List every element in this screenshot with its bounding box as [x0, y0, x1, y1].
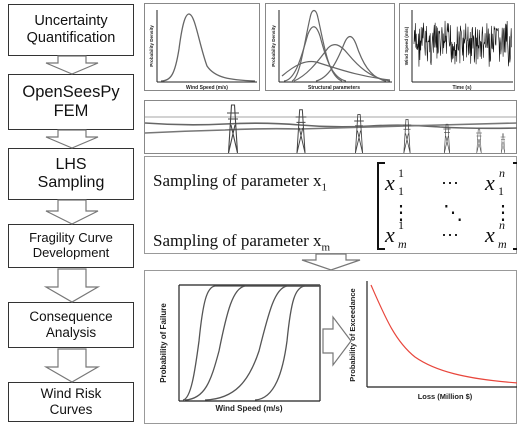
sampling-subscript: m [321, 241, 331, 254]
matrix-entry-x1m: x [384, 222, 395, 247]
sampling-subscript: 1 [321, 181, 328, 194]
matrix-entry-x11: x [384, 170, 395, 195]
matrix-sup: n [499, 166, 505, 180]
structural-pdf-xlabel: Structural parameters [308, 85, 360, 91]
step-label-line2: Sampling [37, 174, 105, 191]
matrix-ddots: ⋱ [443, 202, 463, 224]
down-arrow-icon [45, 199, 99, 225]
matrix-vdots: ⋮ [391, 202, 411, 224]
wind-speed-timeseries-plot: Wind Speed (m/s) Time (s) [399, 3, 515, 91]
down-arrow-icon [43, 268, 101, 303]
right-arrow-icon [322, 315, 352, 367]
transmission-tower-icon [227, 104, 239, 154]
down-arrow-icon [301, 253, 361, 271]
step-label-line1: Wind Risk [40, 386, 102, 402]
sampling-text: Sampling of parameter x [153, 231, 322, 250]
matrix-sup: n [499, 218, 505, 232]
step-fragility-curve-development: Fragility Curve Development [8, 224, 134, 268]
step-label-line2: Quantification [26, 30, 116, 46]
structural-pdf-chart: Probability Density Structural parameter… [271, 9, 392, 91]
transmission-tower-icon [443, 123, 451, 154]
down-arrow-icon [43, 348, 101, 383]
down-arrow-icon [45, 55, 99, 75]
transmission-tower-icon [295, 109, 307, 154]
lhs-sampling-panel: Sampling of parameter x1 Sampling of par… [144, 156, 517, 254]
wind-speed-pdf-plot: Probability Density Wind Speed (m/s) [144, 3, 260, 91]
timeseries-xlabel: Time (s) [452, 85, 471, 91]
step-uncertainty-quantification: Uncertainty Quantification [8, 4, 134, 56]
transmission-tower-icon [476, 128, 482, 154]
step-label-line2: Analysis [45, 325, 97, 340]
wind-pdf-xlabel: Wind Speed (m/s) [186, 85, 228, 91]
structural-pdf-ylabel: Probability Density [271, 25, 276, 67]
step-label-line2: FEM [53, 102, 89, 120]
sample-matrix: x 1 1 ⋯ x n 1 ⋮ ⋱ ⋮ x 1 m ⋯ x n m [377, 162, 517, 251]
fragility-ylabel: Probability of Failure [159, 303, 168, 383]
transmission-tower-icon [354, 114, 364, 154]
matrix-sup: 1 [398, 166, 404, 180]
loss-curve-line [370, 284, 517, 384]
sampling-text: Sampling of parameter x [153, 171, 322, 190]
wind-pdf-ylabel: Probability Density [149, 25, 154, 67]
step-label-line1: Uncertainty [34, 13, 108, 30]
matrix-hdots: ⋯ [441, 225, 459, 245]
timeseries-ylabel: Wind Speed (m/s) [404, 26, 409, 65]
matrix-sup: 1 [398, 218, 404, 232]
step-label-line2: Curves [49, 402, 93, 417]
wind-timeseries-line [413, 20, 512, 67]
matrix-sub: 1 [398, 184, 404, 198]
matrix-hdots: ⋯ [441, 173, 459, 193]
wind-speed-pdf-chart: Probability Density Wind Speed (m/s) [149, 10, 257, 91]
loss-xlabel: Loss (Million $) [418, 392, 473, 401]
fragility-xlabel: Wind Speed (m/s) [215, 404, 282, 413]
matrix-vdots: ⋮ [493, 202, 513, 224]
matrix-sub: m [498, 237, 507, 251]
results-panel: Probability of Failure Wind Speed (m/s) … [144, 270, 517, 424]
step-label-line1: OpenSeesPy [22, 83, 120, 102]
step-lhs-sampling: LHS Sampling [8, 148, 134, 200]
step-label-line1: Consequence [29, 309, 113, 325]
sampling-line-xm: Sampling of parameter xm [153, 231, 330, 253]
transmission-line-model [144, 104, 517, 154]
loss-ylabel: Probability of Exceedance [348, 288, 357, 381]
step-consequence-analysis: Consequence Analysis [8, 302, 134, 348]
transmission-tower-icon [402, 119, 412, 154]
structural-parameters-pdf-plot: Probability Density Structural parameter… [265, 3, 395, 91]
transmission-line-fem-panel [144, 100, 517, 154]
step-wind-risk-curves: Wind Risk Curves [8, 382, 134, 422]
fragility-chart: Probability of Failure Wind Speed (m/s) [159, 284, 321, 413]
step-label-line1: LHS [55, 155, 87, 173]
step-label-line2: Development [32, 245, 110, 260]
sampling-line-x1: Sampling of parameter x1 [153, 171, 327, 193]
step-label-line1: Fragility Curve [29, 230, 113, 246]
transmission-tower-icon [500, 133, 506, 154]
results-charts: Probability of Failure Wind Speed (m/s) … [159, 281, 517, 413]
towers-group [227, 104, 506, 154]
matrix-sub: 1 [498, 184, 504, 198]
loss-exceedance-chart: Probability of Exceedance Loss (Million … [348, 281, 517, 401]
wind-timeseries-chart: Wind Speed (m/s) Time (s) [404, 10, 513, 91]
step-opensees-fem: OpenSeesPy FEM [8, 74, 134, 130]
matrix-entry-xn1: x [484, 170, 495, 195]
matrix-entry-xnm: x [484, 222, 495, 247]
matrix-sub: m [398, 237, 407, 251]
down-arrow-icon [45, 129, 99, 149]
